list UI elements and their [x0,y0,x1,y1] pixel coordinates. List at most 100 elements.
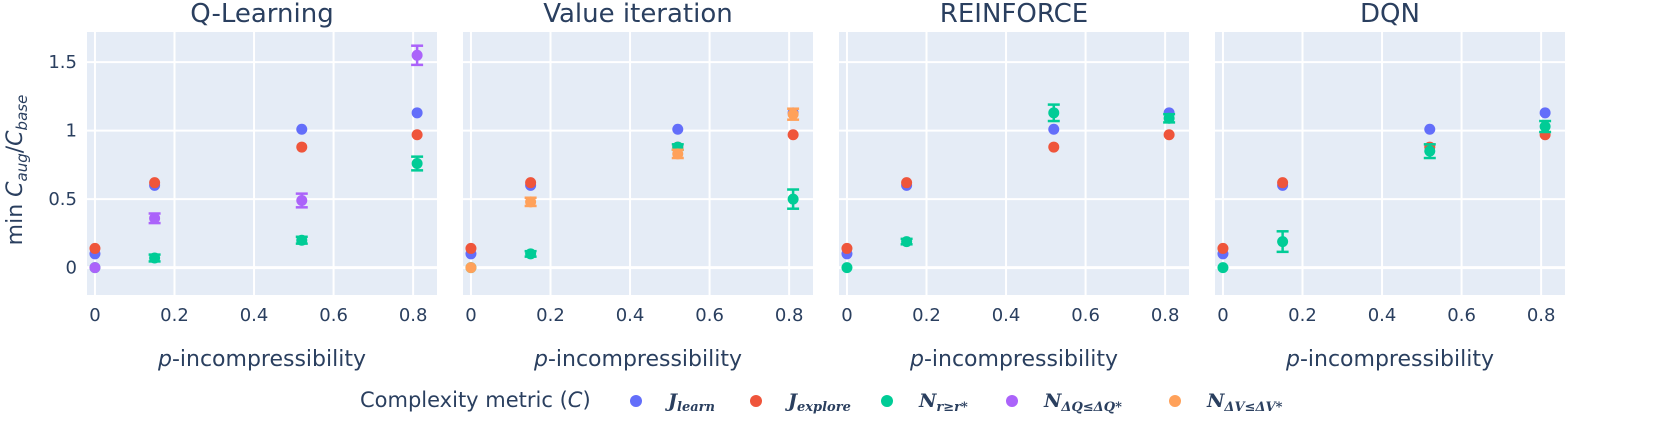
panel-title: REINFORCE [940,0,1088,29]
x-tick-label: 0.8 [1527,305,1556,326]
data-point [525,248,537,260]
data-point [296,123,308,135]
data-point [411,49,423,61]
legend: Complexity metric (C) Jlearn Jexplore Nr≥r*… [360,388,1283,415]
legend-label: NΔQ≤ΔQ* [1043,390,1122,415]
data-point [1277,236,1289,248]
panel-title: Q-Learning [190,0,333,29]
data-point [787,129,799,141]
x-tick-label: 0 [89,305,100,326]
x-axis-label: p-incompressibility [1285,347,1494,372]
legend-item: Jexplore [750,390,851,415]
x-tick-label: 0.2 [1288,305,1317,326]
data-point [1539,107,1551,119]
y-tick-label: 1 [66,121,77,142]
data-point [841,242,853,254]
data-point [787,193,799,205]
data-point [672,123,684,135]
series-N_ΔQ≤ΔQ* [89,44,424,274]
data-point [1163,129,1175,141]
plot-background [463,32,813,295]
x-tick-label: 0.2 [536,305,565,326]
y-tick-label: 0.5 [48,189,77,210]
data-point [1424,145,1436,157]
legend-marker [881,395,893,407]
y-axis-label: min Caug/Cbase [3,95,31,246]
panel-title: Value iteration [543,0,733,29]
legend-marker [1006,395,1018,407]
data-point [1277,177,1289,189]
data-point [1424,123,1436,135]
legend-item: NΔV≤ΔV* [1169,390,1283,415]
x-tick-label: 0.8 [399,305,428,326]
data-point [901,177,913,189]
data-point [1048,141,1060,153]
data-point [89,242,101,254]
x-tick-label: 0.2 [912,305,941,326]
x-axis-label: p-incompressibility [157,347,366,372]
data-point [149,177,161,189]
data-point [465,242,477,254]
x-axis-label: p-incompressibility [909,347,1118,372]
x-tick-label: 0.4 [992,305,1021,326]
panels-layer: Q-Learning 0 0.2 0.4 0.6 0.8 0 0.5 1 1.5 p-incompr… [48,0,1565,372]
y-tick-label: 1.5 [48,52,77,73]
data-point [465,262,477,274]
panel-3: REINFORCE 0 0.2 0.4 0.6 0.8 p-incompressibilit… [839,0,1189,372]
plot-background [87,32,437,295]
panel-title: DQN [1360,0,1420,29]
x-tick-label: 0.8 [1151,305,1180,326]
data-point [672,148,684,160]
x-tick-label: 0.2 [160,305,189,326]
data-point [296,141,308,153]
x-tick-label: 0.4 [240,305,269,326]
plot-background [839,32,1189,295]
legend-label: Jlearn [665,390,715,415]
y-tick-label: 0 [66,258,77,279]
x-tick-label: 0.8 [775,305,804,326]
data-point [525,177,537,189]
series-J_explore [841,129,1175,254]
legend-item: Nr≥r* [881,390,968,415]
legend-label: Jexplore [785,390,851,415]
data-point [1217,262,1229,274]
x-tick-label: 0.6 [695,305,724,326]
x-tick-label: 0 [841,305,852,326]
panel-2: Value iteration 0 0.2 0.4 0.6 0.8 p-incompress… [463,0,813,372]
legend-item: NΔQ≤ΔQ* [1006,390,1122,415]
legend-title: Complexity metric (C) [360,388,591,412]
x-tick-label: 0.6 [319,305,348,326]
legend-label: NΔV≤ΔV* [1206,390,1283,415]
data-point [296,194,308,206]
legend-label: Nr≥r* [918,390,968,415]
data-point [149,212,161,224]
series-N_ΔV≤ΔV* [465,107,800,274]
legend-item: Jlearn [630,390,715,415]
data-point [411,129,423,141]
data-point [1217,242,1229,254]
legend-marker [1169,395,1181,407]
data-point [149,252,161,264]
data-point [1048,107,1060,119]
x-tick-label: 0.6 [1447,305,1476,326]
data-point [296,234,308,246]
data-point [89,262,101,274]
x-tick-label: 0 [1217,305,1228,326]
data-point [411,158,423,169]
series-N_r≥r* [1217,119,1552,274]
series-N_r≥r* [841,103,1176,274]
data-point [901,236,913,248]
x-tick-label: 0 [465,305,476,326]
x-tick-label: 0.6 [1071,305,1100,326]
panel-4: DQN 0 0.2 0.4 0.6 0.8 p-incompressibility [1215,0,1565,372]
x-tick-label: 0.4 [1368,305,1397,326]
series-J_explore [89,129,423,254]
legend-marker [630,395,642,407]
plot-background [1215,32,1565,295]
data-point [787,108,799,120]
data-point [1539,121,1551,133]
data-point [411,107,423,119]
legend-marker [750,395,762,407]
x-tick-label: 0.4 [616,305,645,326]
